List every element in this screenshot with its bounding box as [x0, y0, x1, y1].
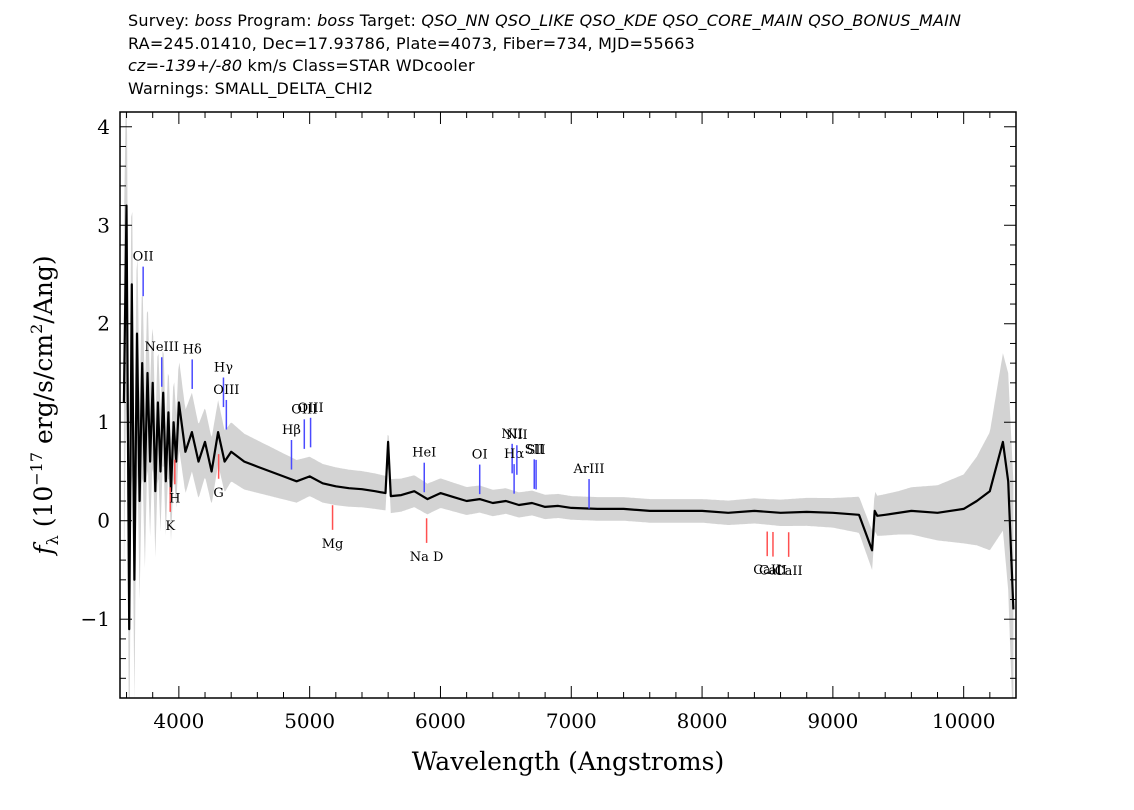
y-axis-title-exponent: −17: [27, 452, 46, 486]
y-tick-label: 2: [97, 312, 110, 336]
header-redshift-segment: cz=-139+/-80: [128, 56, 243, 75]
header-survey-segment: Survey:: [128, 11, 195, 30]
x-tick-label: 6000: [415, 709, 466, 733]
emission-line-label: Hα: [504, 447, 524, 462]
y-axis-title-f: f: [29, 542, 58, 557]
emission-line-label: OI: [472, 448, 488, 463]
plot-frame: [119, 111, 1017, 699]
x-tick-label: 7000: [546, 709, 597, 733]
x-tick-label: 4000: [153, 709, 204, 733]
emission-line-label: NII: [506, 428, 528, 443]
emission-line-label: OII: [133, 250, 154, 265]
header-survey-segment: boss: [194, 11, 232, 30]
absorption-line-label: G: [213, 486, 223, 501]
header-survey-line: Survey: boss Program: boss Target: QSO_N…: [128, 10, 1128, 33]
x-tick-label: 10000: [932, 709, 996, 733]
emission-line-label: ArIII: [573, 462, 605, 477]
absorption-line-label: K: [165, 519, 175, 534]
y-axis-title-units: erg/s/cm: [29, 334, 58, 452]
header-redshift-segment: km/s Class=STAR WDcooler: [242, 56, 475, 75]
y-tick-label: 1: [97, 410, 110, 434]
emission-line-label: SII: [526, 443, 545, 458]
spectrum-header: Survey: boss Program: boss Target: QSO_N…: [128, 10, 1128, 100]
emission-line-label: HeI: [412, 446, 436, 461]
x-axis-title: Wavelength (Angstroms): [412, 747, 724, 776]
emission-line-label: Hγ: [214, 361, 233, 376]
y-tick-label: −1: [81, 607, 110, 631]
header-survey-segment: Program:: [232, 11, 318, 30]
y-tick-label: 0: [97, 509, 110, 533]
uncertainty-band: [123, 112, 1014, 698]
absorption-line-label: H: [169, 491, 180, 506]
y-axis-title-suffix: /Ang): [29, 255, 58, 323]
y-tick-label: 4: [97, 115, 110, 139]
absorption-line-label: CaII: [753, 563, 781, 578]
flux-layer: [122, 204, 1015, 631]
y-axis-title: fλ (10−17 erg/s/cm2/Ang): [27, 255, 62, 556]
absorption-line-label: CaII: [775, 564, 803, 579]
y-axis-title-subscript: λ: [43, 535, 62, 545]
emission-line-label: NII: [501, 427, 523, 442]
uncertainty-layer: [123, 112, 1014, 698]
flux-series: [122, 204, 1015, 631]
header-redshift-class-line: cz=-139+/-80 km/s Class=STAR WDcooler: [128, 55, 1128, 78]
x-tick-label: 9000: [807, 709, 858, 733]
header-survey-segment: boss: [317, 11, 355, 30]
x-tick-label: 8000: [677, 709, 728, 733]
axis-ticks: [120, 112, 1017, 698]
header-survey-segment: QSO_NN QSO_LIKE QSO_KDE QSO_CORE_MAIN QS…: [421, 11, 962, 30]
header-survey-segment: Target:: [354, 11, 422, 30]
axis-tick-labels: 4000 5000 6000 7000 8000 9000 10000 −1 0 1 2 3 4: [81, 115, 996, 733]
emission-line-label: Hδ: [183, 342, 202, 357]
absorption-line-label: Mg: [322, 537, 344, 552]
absorption-line-label: CaII: [759, 564, 787, 579]
x-tick-label: 5000: [284, 709, 335, 733]
emission-line-label: NeIII: [144, 340, 178, 355]
emission-line-label: SII: [525, 442, 544, 457]
header-coordinates-line: RA=245.01410, Dec=17.93786, Plate=4073, …: [128, 33, 696, 53]
y-tick-label: 3: [97, 213, 110, 237]
y-axis-title-exponent2: 2: [27, 324, 46, 334]
y-axis-title-prefix: (10: [29, 486, 58, 536]
emission-line-label: Hβ: [282, 423, 301, 438]
emission-line-label: OIII: [291, 402, 317, 417]
emission-line-label: OIII: [213, 383, 239, 398]
absorption-line-label: Na D: [410, 550, 444, 565]
header-warnings-line: Warnings: SMALL_DELTA_CHI2: [128, 78, 374, 98]
emission-line-label: OIII: [298, 401, 324, 416]
